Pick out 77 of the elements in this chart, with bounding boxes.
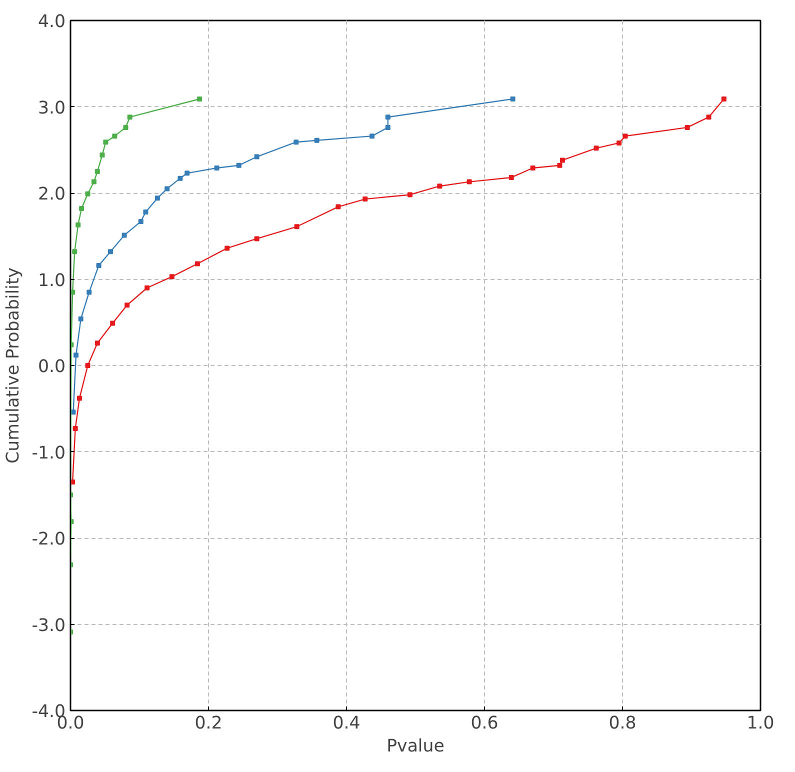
- point: [194, 261, 200, 266]
- point: [123, 124, 128, 130]
- point: [224, 246, 230, 251]
- point: [508, 174, 514, 180]
- point: [385, 114, 390, 120]
- point: [706, 114, 712, 120]
- point: [169, 274, 174, 280]
- point: [254, 236, 260, 242]
- point: [112, 134, 118, 139]
- point: [254, 154, 260, 160]
- point: [622, 134, 628, 139]
- point: [72, 249, 78, 254]
- point: [103, 140, 108, 145]
- point: [144, 285, 150, 290]
- point: [510, 96, 516, 102]
- point: [124, 302, 130, 308]
- y-axis-title: Cumulative Probability: [4, 267, 24, 464]
- point: [76, 222, 81, 228]
- point: [557, 162, 562, 168]
- y-tick-label: 1.0: [38, 270, 66, 291]
- point: [437, 184, 442, 189]
- point: [143, 209, 148, 214]
- point: [94, 340, 100, 346]
- y-tick-label: 2.0: [38, 184, 66, 204]
- x-tick-label: 1.0: [746, 714, 774, 734]
- point: [91, 179, 96, 184]
- x-tick-label: 0.6: [470, 714, 498, 734]
- point: [127, 114, 132, 120]
- point: [138, 218, 144, 224]
- point: [108, 249, 114, 254]
- point: [684, 124, 690, 130]
- y-tick-label: -3.0: [32, 616, 66, 636]
- point: [70, 290, 76, 295]
- point: [530, 165, 536, 170]
- y-tick-label: 3.0: [38, 98, 66, 118]
- point: [336, 204, 341, 210]
- y-tick-label: 0.0: [38, 357, 66, 377]
- y-tick-label: -2.0: [32, 530, 66, 550]
- point: [385, 124, 390, 130]
- point: [86, 290, 92, 295]
- point: [100, 152, 105, 158]
- point: [154, 196, 160, 201]
- point: [560, 158, 565, 163]
- x-axis-title: Pvalue: [386, 736, 444, 756]
- point: [294, 224, 300, 230]
- point: [370, 134, 375, 139]
- point: [594, 146, 599, 151]
- point: [236, 162, 242, 168]
- point: [85, 191, 90, 196]
- point: [122, 232, 127, 238]
- point: [362, 196, 368, 202]
- point: [294, 140, 299, 145]
- point: [70, 479, 76, 484]
- x-tick-label: 0.4: [332, 714, 360, 734]
- point: [314, 138, 320, 143]
- point: [96, 262, 102, 268]
- point: [110, 320, 116, 326]
- point: [466, 179, 472, 184]
- point: [164, 186, 170, 192]
- y-tick-label: -1.0: [32, 443, 66, 464]
- point: [94, 168, 100, 174]
- point: [76, 396, 82, 401]
- point: [197, 96, 202, 102]
- point: [214, 165, 220, 170]
- point: [85, 363, 90, 368]
- point: [74, 352, 79, 358]
- point: [721, 96, 726, 102]
- y-tick-label: 4.0: [38, 12, 66, 32]
- point: [78, 316, 84, 322]
- point: [79, 206, 84, 212]
- x-tick-label: 0.8: [608, 714, 636, 734]
- point: [178, 176, 183, 181]
- point: [616, 140, 622, 146]
- x-tick-label: 0.2: [194, 714, 222, 734]
- point: [184, 170, 190, 176]
- point: [72, 426, 78, 431]
- point: [407, 192, 412, 198]
